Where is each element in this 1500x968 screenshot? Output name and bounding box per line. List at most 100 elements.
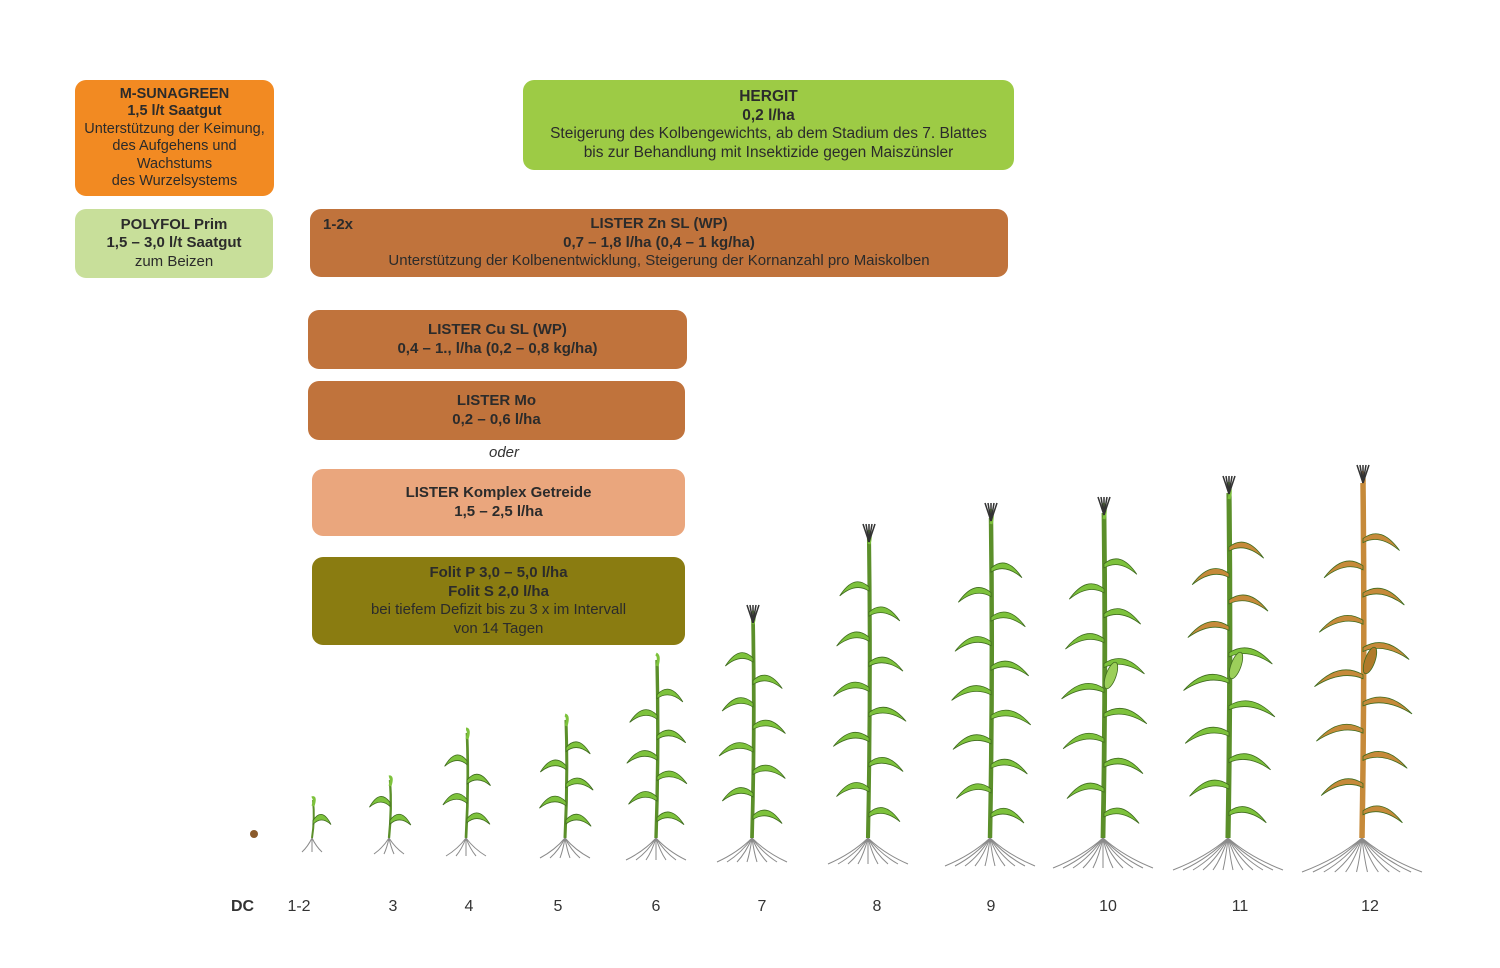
root-line (867, 837, 879, 865)
leaf-shape (832, 731, 870, 747)
leaf-shape (868, 706, 907, 722)
folit-box: Folit P 3,0 – 5,0 l/ha Folit S 2,0 l/ha … (312, 557, 685, 645)
maize-plant (625, 652, 688, 861)
leaf-shape (1228, 806, 1267, 824)
leaf-shape (990, 807, 1025, 824)
leaf-shape (1189, 779, 1230, 797)
lister-zn-title: LISTER Zn SL (WP) (590, 215, 728, 233)
root-line (311, 837, 323, 853)
maize-plant (827, 523, 909, 865)
leaf-shape (1187, 621, 1230, 638)
hergit-desc-1: Steigerung des Kolbengewichts, ab dem St… (550, 125, 987, 142)
polyfol-prim-box: POLYFOL Prim 1,5 – 3,0 l/t Saatgut zum B… (75, 209, 273, 278)
dc-stage-label: 6 (651, 898, 661, 915)
leaf-shape (990, 758, 1028, 775)
leaf-shape (752, 809, 783, 824)
leaf-shape (1103, 707, 1148, 725)
dc-stage-label: 12 (1361, 898, 1379, 915)
leaf-shape (1228, 753, 1271, 771)
dc-stage-label: 4 (464, 898, 474, 915)
root-line (635, 837, 657, 861)
leaf-shape (1066, 782, 1105, 799)
root-line (989, 837, 996, 867)
root-line (564, 837, 571, 859)
leaf-shape (1103, 558, 1138, 575)
leaf-shape (724, 652, 754, 667)
leaf-shape (1316, 723, 1364, 742)
leaf-shape (539, 759, 567, 773)
leaf-shape (312, 814, 332, 826)
whorl-leaf (564, 713, 569, 727)
cob-shape (1228, 651, 1244, 680)
tassel-branch (1103, 496, 1111, 516)
leaf-shape (836, 631, 870, 647)
folit-s-line: Folit S 2,0 l/ha (448, 582, 549, 600)
cob-shape (1103, 661, 1119, 690)
whorl-leaf (311, 796, 316, 807)
stem-line (1359, 482, 1367, 839)
root-line (1361, 837, 1368, 873)
root-line (989, 837, 1006, 867)
leaf-shape (1103, 807, 1140, 824)
dc-stage-label: 1-2 (287, 898, 311, 915)
stem-line (387, 779, 392, 839)
m-sunagreen-desc-2: des Aufgehens und (112, 138, 237, 154)
folit-p-line: Folit P 3,0 – 5,0 l/ha (429, 564, 568, 581)
m-sunagreen-desc-3: Wachstums (136, 155, 213, 172)
lister-mo-dose: 0,2 – 0,6 l/ha (452, 410, 541, 428)
root-line (539, 837, 566, 859)
tassel-branch (1362, 464, 1370, 484)
lister-mo-box: LISTER Mo 0,2 – 0,6 l/ha (308, 381, 685, 440)
root-line (1312, 837, 1363, 873)
leaf-shape (1362, 587, 1405, 606)
root-line (827, 837, 869, 865)
leaf-shape (629, 709, 658, 723)
leaf-shape (1228, 700, 1276, 718)
root-line (564, 837, 591, 859)
lister-cu-box: LISTER Cu SL (WP) 0,4 – 1., l/ha (0,2 – … (308, 310, 687, 369)
dc-stage-label: 5 (553, 898, 563, 915)
root-line (1102, 837, 1114, 869)
root-line (751, 837, 758, 863)
root-line (559, 837, 566, 859)
lister-zn-box: 1-2x LISTER Zn SL (WP) 0,7 – 1,8 l/ha (0… (310, 209, 1008, 277)
polyfol-title: POLYFOL Prim (120, 215, 228, 233)
maize-plant (1172, 475, 1284, 871)
maize-plant (301, 796, 332, 853)
leaf-shape (752, 674, 783, 689)
leaf-shape (955, 783, 992, 799)
leaf-shape (1103, 608, 1142, 625)
root-line (645, 837, 657, 861)
tassel-branch (752, 604, 760, 624)
root-line (726, 837, 753, 863)
leaf-shape (1065, 633, 1105, 650)
root-line (746, 837, 753, 863)
dc-stage-label: 7 (757, 898, 767, 915)
leaf-shape (1228, 594, 1269, 612)
root-line (867, 837, 909, 865)
leaf-shape (369, 796, 391, 808)
leaf-shape (539, 795, 567, 809)
root-line (857, 837, 869, 865)
lister-zn-desc: Unterstützung der Kolbenentwicklung, Ste… (388, 252, 930, 270)
leaf-shape (1184, 726, 1230, 744)
hergit-desc-2: bis zur Behandlung mit Insektizide gegen… (583, 143, 954, 161)
leaf-shape (466, 773, 491, 786)
root-line (1361, 837, 1379, 873)
hergit-dose: 0,2 l/ha (742, 106, 795, 124)
m-sunagreen-desc-1: Unterstützung der Keimung, (84, 120, 265, 137)
root-line (847, 837, 869, 865)
root-line (1182, 837, 1229, 871)
root-line (549, 837, 566, 859)
root-line (1222, 837, 1229, 871)
leaf-shape (1318, 614, 1364, 633)
stem-line (1225, 492, 1233, 839)
root-line (301, 837, 313, 853)
root-line (1192, 837, 1229, 871)
whorl-leaf (465, 727, 470, 740)
root-line (1361, 837, 1390, 873)
dc-stage-label: 11 (1231, 898, 1249, 915)
leaf-shape (1320, 778, 1364, 796)
root-line (1202, 837, 1229, 871)
